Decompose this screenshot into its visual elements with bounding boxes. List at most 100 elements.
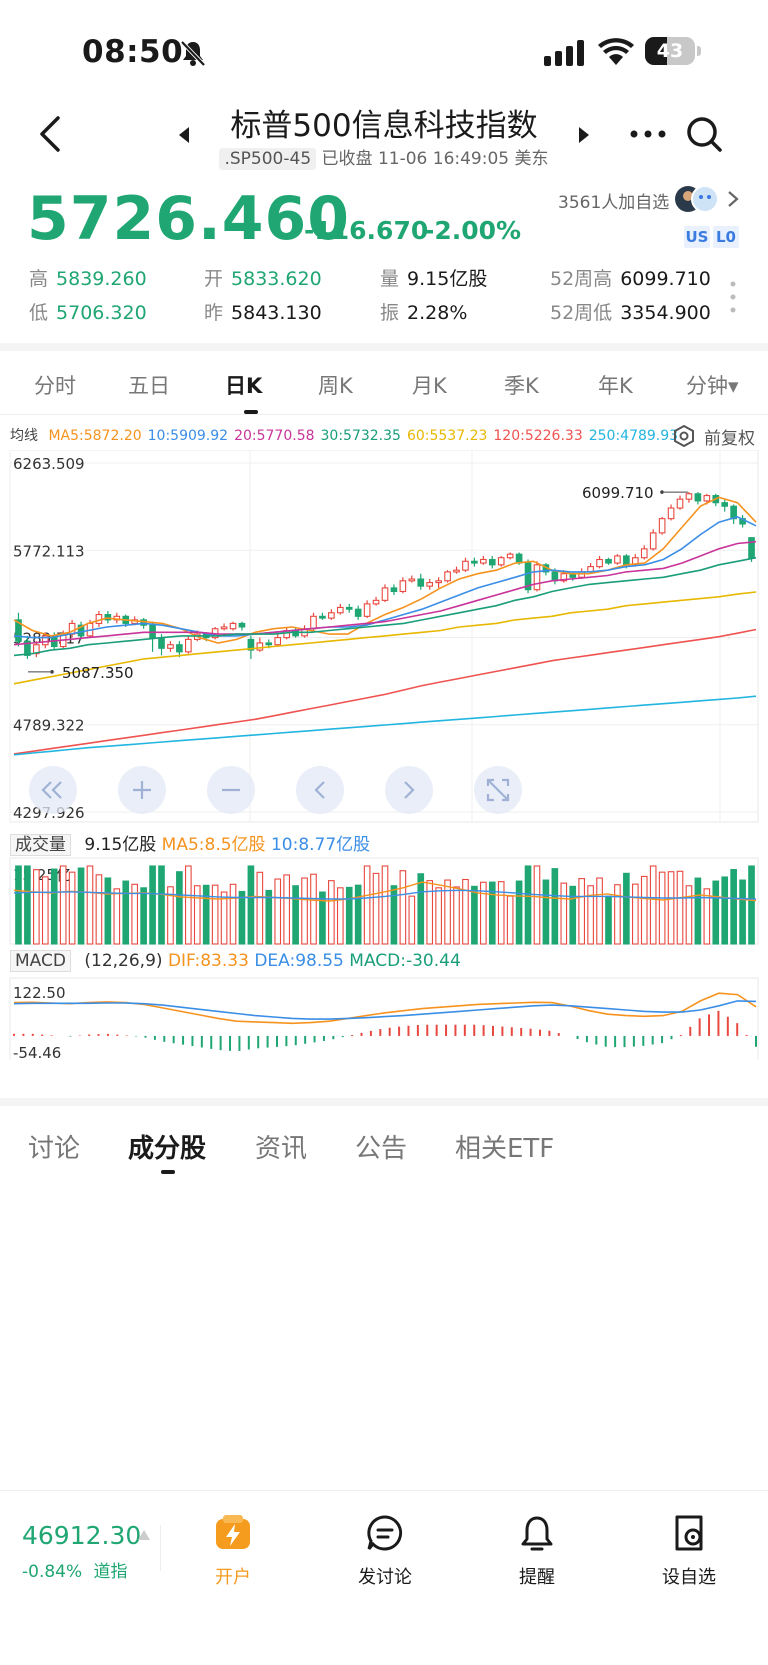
period-tab[interactable]: 周K — [318, 374, 353, 398]
volume-bar — [596, 877, 603, 945]
prev-stock-icon[interactable] — [176, 126, 192, 144]
candle — [77, 624, 85, 637]
volume-bar — [68, 871, 76, 945]
period-tab[interactable]: 分钟▾ — [686, 374, 739, 398]
candle — [703, 495, 711, 502]
candle — [578, 571, 585, 578]
plus-icon — [133, 781, 151, 799]
scroll-right-button[interactable] — [385, 766, 433, 814]
period-tab[interactable]: 月K — [412, 374, 447, 398]
dow-index-value[interactable]: 46912.30 — [22, 1521, 142, 1550]
volume-bar — [158, 865, 165, 945]
period-tab[interactable]: 日K — [225, 374, 263, 398]
more-icon[interactable] — [628, 122, 668, 146]
volume-bar — [408, 895, 416, 945]
nav-header: 标普500信息科技指数 .SP500-45 已收盘 11-06 16:49:05… — [0, 100, 768, 180]
content-tab[interactable]: 资讯 — [255, 1134, 308, 1164]
candle — [444, 571, 451, 582]
content-tab[interactable]: 讨论 — [28, 1134, 81, 1164]
wifi-icon — [598, 38, 634, 65]
next-stock-icon[interactable] — [576, 126, 592, 144]
chevron-right-icon — [404, 781, 415, 799]
bottom-toolbar: 46912.30 -0.84% 道指 开户 发讨论 提醒 — [0, 1490, 768, 1610]
back-icon[interactable] — [32, 114, 68, 154]
volume-bar — [578, 878, 585, 945]
cellular-signal-icon — [544, 40, 584, 66]
volume-bar — [506, 895, 514, 945]
content-tab[interactable]: 成分股 — [128, 1134, 207, 1164]
chevron-right-icon[interactable] — [727, 190, 739, 208]
candle — [471, 560, 478, 564]
volume-bar — [551, 868, 559, 945]
add-watchlist-button[interactable]: 设自选 — [639, 1513, 739, 1593]
volume-indicator-button[interactable]: 成交量 — [10, 834, 71, 856]
period-tab[interactable]: 年K — [598, 374, 633, 398]
candle — [435, 580, 442, 584]
ma-legend-item: 60:5537.23 — [406, 428, 488, 444]
ma-legend-item: MA5:5872.20 — [48, 428, 142, 444]
expand-stats-icon[interactable] — [730, 280, 736, 314]
zoom-out-button[interactable] — [207, 766, 255, 814]
period-tab[interactable]: 季K — [504, 374, 539, 398]
level-tag: L0 — [713, 226, 739, 248]
volume-bar — [202, 884, 210, 945]
market-tag-us: US — [684, 226, 710, 248]
volume-bar — [426, 880, 434, 945]
quote-panel: 5726.460 -116.670 -2.00% 3561人加自选 US L0 … — [0, 180, 768, 330]
content-tab[interactable]: 相关ETF — [455, 1134, 555, 1164]
volume-bar — [24, 865, 31, 945]
volume-bar — [274, 878, 282, 945]
search-icon[interactable] — [684, 114, 724, 154]
volume-bar — [363, 865, 371, 945]
candle — [721, 502, 729, 507]
adjust-mode-button[interactable]: 前复权 — [672, 422, 762, 449]
volume-bar — [524, 865, 532, 945]
candle — [426, 582, 434, 587]
volume-bar — [488, 881, 496, 945]
candle — [497, 557, 505, 566]
open-account-button[interactable]: 开户 — [183, 1513, 283, 1593]
ma-legend-item: 10:5909.92 — [147, 428, 229, 444]
macd-params: (12,26,9) — [84, 951, 163, 971]
post-discussion-button[interactable]: 发讨论 — [335, 1513, 435, 1593]
candle — [319, 615, 326, 619]
scroll-left-button[interactable] — [296, 766, 344, 814]
period-tab[interactable]: 分时 — [34, 374, 76, 398]
expand-icon — [486, 778, 510, 802]
macd-dif: DIF:83.33 — [167, 951, 249, 971]
volume-bar — [301, 877, 308, 945]
candle — [667, 507, 675, 520]
candle — [658, 518, 666, 534]
candle — [292, 629, 299, 637]
price-alert-button[interactable]: 提醒 — [487, 1513, 587, 1593]
volume-bar — [193, 885, 201, 945]
avatar-group-icon[interactable] — [674, 184, 720, 214]
volume-bar — [95, 874, 103, 945]
macd-indicator-button[interactable]: MACD — [10, 950, 71, 972]
fullscreen-button[interactable] — [474, 766, 522, 814]
chat-icon — [367, 1515, 403, 1551]
triangle-up-icon — [138, 1530, 150, 1540]
volume-bar — [50, 868, 58, 945]
macd-pane-frame — [9, 977, 759, 1060]
volume-bar — [730, 868, 737, 945]
period-tab[interactable]: 五日 — [128, 374, 170, 398]
stat-low: 低 5706.320 — [29, 302, 147, 324]
zoom-in-button[interactable] — [118, 766, 166, 814]
ma-line-ma120 — [13, 628, 757, 755]
scroll-left-fast-button[interactable] — [29, 766, 77, 814]
volume-bar — [515, 880, 523, 945]
volume-bar — [569, 885, 577, 945]
content-tab[interactable]: 公告 — [355, 1134, 408, 1164]
y-tick-label: 6263.509 — [13, 455, 85, 473]
candle — [354, 608, 362, 617]
ma-line-ma20 — [13, 540, 757, 646]
volume-bar — [59, 865, 67, 945]
candle — [256, 642, 264, 651]
high-annotation: 6099.710 — [582, 484, 654, 502]
volume-bar — [471, 885, 478, 945]
market-status: 已收盘 11-06 16:49:05 美东 — [321, 149, 549, 169]
followers-count[interactable]: 3561人加自选 — [558, 193, 670, 213]
stat-amplitude: 振 2.28% — [380, 302, 468, 324]
volume-bar — [15, 865, 22, 945]
